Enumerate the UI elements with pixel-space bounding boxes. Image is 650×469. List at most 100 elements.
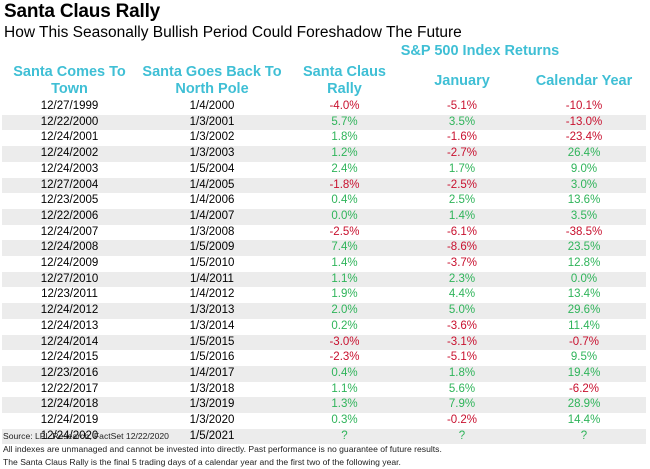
returns-table-body: 12/27/1999 1/4/2000 -4.0% -5.1% -10.1% 12/22/… [2, 99, 646, 445]
january-return: 7.9% [402, 397, 522, 414]
january-return: ? [402, 428, 522, 445]
santa-rally-return: -2.5% [329, 225, 360, 238]
santa-goes-date: 1/3/2013 [137, 303, 287, 319]
january-return: -1.6% [446, 131, 478, 144]
santa-goes-date: 1/4/2006 [189, 194, 235, 207]
january-return: -6.1% [446, 225, 478, 238]
santa-goes-date: 1/3/2008 [189, 225, 235, 238]
santa-comes-date: 12/24/2018 [2, 397, 137, 414]
footnote-definition: The Santa Claus Rally is the final 5 tra… [3, 457, 401, 467]
santa-comes-date: 12/24/2007 [40, 225, 99, 238]
santa-comes-date: 12/24/2015 [40, 351, 99, 364]
santa-goes-date: 1/5/2021 [137, 428, 287, 445]
calendar-year-return: 19.4% [522, 365, 646, 382]
table-row: 12/24/2018 1/3/2019 1.3% 7.9% 28.9% [2, 397, 646, 414]
santa-goes-date: 1/4/2012 [189, 288, 235, 301]
santa-goes-date: 1/3/2018 [189, 382, 235, 395]
table-row: 12/24/2007 1/3/2008 -2.5% -6.1% -38.5% [2, 225, 646, 241]
table-row: 12/23/2005 1/4/2006 0.4% 2.5% 13.6% [2, 193, 646, 209]
santa-goes-date: 1/4/2011 [137, 271, 287, 288]
sp500-returns-header: S&P 500 Index Returns [400, 43, 560, 59]
calendar-year-return: 29.6% [522, 303, 646, 319]
calendar-year-return: 3.5% [522, 208, 646, 225]
santa-rally-return: 0.0% [287, 208, 402, 225]
column-header-january: January [402, 73, 522, 90]
santa-rally-return: 5.7% [287, 114, 402, 131]
santa-rally-return: 1.9% [331, 288, 358, 301]
santa-goes-date: 1/3/2002 [189, 131, 235, 144]
january-return: -5.1% [446, 100, 478, 112]
table-row: 12/22/2017 1/3/2018 1.1% 5.6% -6.2% [2, 382, 646, 398]
santa-goes-date: 1/5/2009 [137, 240, 287, 257]
table-row: 12/24/2020 1/5/2021??? [2, 428, 646, 445]
page-title: Santa Claus Rally [4, 1, 161, 22]
table-row: 12/24/2003 1/5/2004 2.4% 1.7% 9.0% [2, 162, 646, 178]
santa-rally-return: -1.8% [287, 177, 402, 194]
santa-rally-return: 0.4% [287, 365, 402, 382]
santa-rally-return: 2.0% [287, 303, 402, 319]
santa-rally-return: 0.4% [331, 194, 358, 207]
calendar-year-return: -13.0% [522, 114, 646, 131]
calendar-year-return: 26.4% [522, 146, 646, 162]
santa-comes-date: 12/24/2013 [40, 319, 99, 332]
column-header-line: Santa Comes To [13, 64, 126, 80]
calendar-year-return: 0.0% [522, 271, 646, 288]
table-row: 12/24/2013 1/3/2014 0.2% -3.6% 11.4% [2, 319, 646, 335]
santa-comes-date: 12/23/2011 [41, 288, 98, 301]
january-return: 5.6% [448, 382, 476, 395]
calendar-year-return: 13.6% [567, 194, 601, 207]
calendar-year-return: 11.4% [568, 319, 600, 332]
returns-table: 12/27/1999 1/4/2000 -4.0% -5.1% -10.1% 12/22/… [2, 99, 646, 445]
column-header-line: Rally [327, 81, 362, 97]
santa-rally-return: -2.3% [329, 351, 360, 364]
santa-goes-date: 1/5/2016 [189, 351, 235, 364]
calendar-year-return: 23.5% [522, 240, 646, 257]
table-row: 12/23/2016 1/4/2017 0.4% 1.8% 19.4% [2, 365, 646, 382]
santa-rally-return: 1.8% [331, 131, 358, 144]
santa-goes-date: 1/3/2020 [189, 414, 235, 427]
santa-comes-date: 12/27/2004 [2, 177, 137, 194]
footnote-disclaimer: All indexes are unmanaged and cannot be … [3, 444, 442, 454]
table-row: 12/24/2008 1/5/2009 7.4% -8.6% 23.5% [2, 240, 646, 257]
table-row: 12/24/2002 1/3/2003 1.2% -2.7% 26.4% [2, 146, 646, 162]
santa-rally-return: 2.4% [331, 162, 358, 175]
santa-goes-date: 1/3/2019 [137, 397, 287, 414]
calendar-year-return: ? [522, 428, 646, 445]
santa-comes-date: 12/23/2016 [2, 365, 137, 382]
santa-rally-return: 1.2% [287, 146, 402, 162]
santa-goes-date: 1/4/2017 [137, 365, 287, 382]
santa-comes-date: 12/22/2000 [2, 114, 137, 131]
table-row: 12/24/2014 1/5/2015 -3.0% -3.1% -0.7% [2, 334, 646, 351]
january-return: -5.1% [446, 351, 478, 364]
column-header-santa-rally: Santa Claus Rally [287, 64, 402, 98]
table-row: 12/23/2011 1/4/2012 1.9% 4.4% 13.4% [2, 287, 646, 303]
santa-rally-return: 1.1% [287, 271, 402, 288]
january-return: 1.4% [402, 208, 522, 225]
santa-comes-date: 12/27/2010 [2, 271, 137, 288]
santa-comes-date: 12/24/2001 [40, 131, 99, 144]
table-row: 12/27/2004 1/4/2005 -1.8% -2.5% 3.0% [2, 177, 646, 194]
santa-rally-return: 1.3% [287, 397, 402, 414]
january-return: -2.5% [402, 177, 522, 194]
january-return: 5.0% [402, 303, 522, 319]
santa-comes-date: 12/27/1999 [40, 100, 99, 112]
calendar-year-return: 3.0% [522, 177, 646, 194]
january-return: -3.6% [446, 319, 478, 332]
calendar-year-return: 14.4% [567, 414, 601, 427]
column-header-line: Santa Goes Back To [142, 64, 282, 80]
january-return: 1.7% [448, 162, 476, 175]
calendar-year-return: 9.5% [570, 351, 598, 364]
santa-comes-date: 12/22/2017 [40, 382, 99, 395]
calendar-year-return: -23.4% [565, 131, 603, 144]
santa-rally-return: ? [287, 428, 402, 445]
table-row: 12/22/2000 1/3/2001 5.7% 3.5% -13.0% [2, 114, 646, 131]
santa-rally-return: -4.0% [329, 100, 360, 112]
january-return: -3.7% [446, 257, 478, 270]
santa-comes-date: 12/24/2019 [40, 414, 99, 427]
santa-rally-return: 0.3% [331, 414, 358, 427]
santa-comes-date: 12/24/2014 [2, 334, 137, 351]
santa-rally-return: 7.4% [287, 240, 402, 257]
table-row: 12/24/2019 1/3/2020 0.3% -0.2% 14.4% [2, 413, 646, 429]
santa-goes-date: 1/4/2000 [189, 100, 235, 112]
page-subtitle: How This Seasonally Bullish Period Could… [4, 24, 462, 41]
